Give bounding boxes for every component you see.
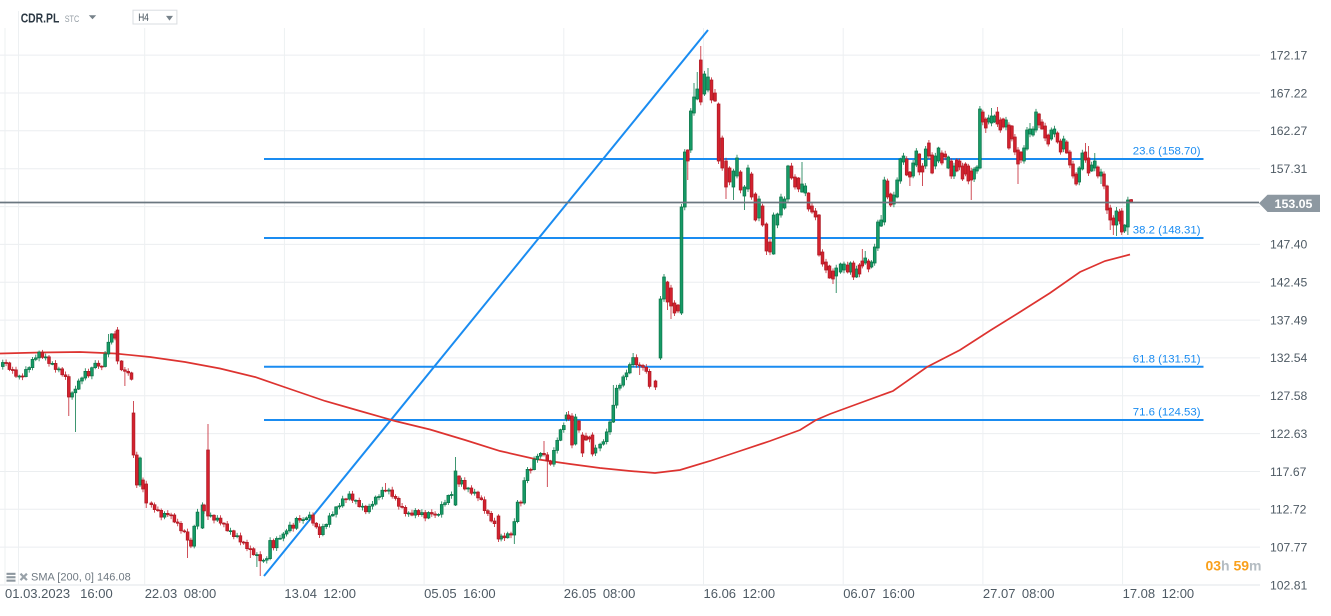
svg-text:05.05 16:00: 05.05 16:00 xyxy=(424,586,496,601)
svg-text:CDR.PL: CDR.PL xyxy=(21,11,60,26)
svg-text:122.63: 122.63 xyxy=(1270,427,1307,441)
svg-text:172.17: 172.17 xyxy=(1270,48,1307,62)
svg-text:137.49: 137.49 xyxy=(1270,313,1307,327)
svg-text:27.07 08:00: 27.07 08:00 xyxy=(983,586,1055,601)
svg-text:162.27: 162.27 xyxy=(1270,124,1307,138)
svg-text:16.06 12:00: 16.06 12:00 xyxy=(704,586,776,601)
svg-text:142.45: 142.45 xyxy=(1270,276,1307,290)
svg-text:H4: H4 xyxy=(138,12,149,24)
svg-text:132.54: 132.54 xyxy=(1270,351,1307,365)
svg-text:127.58: 127.58 xyxy=(1270,389,1307,403)
svg-text:157.31: 157.31 xyxy=(1270,162,1307,176)
svg-text:147.40: 147.40 xyxy=(1270,238,1307,252)
svg-text:SMA [200, 0] 146.08: SMA [200, 0] 146.08 xyxy=(31,572,131,584)
svg-text:112.72: 112.72 xyxy=(1270,503,1307,517)
svg-text:17.08 12:00: 17.08 12:00 xyxy=(1123,586,1195,601)
svg-text:117.67: 117.67 xyxy=(1270,465,1307,479)
svg-text:38.2 (148.31): 38.2 (148.31) xyxy=(1133,225,1201,237)
svg-text:107.77: 107.77 xyxy=(1270,540,1307,554)
svg-text:22.03 08:00: 22.03 08:00 xyxy=(145,586,217,601)
svg-text:26.05 08:00: 26.05 08:00 xyxy=(564,586,636,601)
svg-text:13.04 12:00: 13.04 12:00 xyxy=(284,586,356,601)
svg-text:STC: STC xyxy=(65,14,80,24)
svg-text:23.6 (158.70): 23.6 (158.70) xyxy=(1133,146,1201,158)
svg-text:102.81: 102.81 xyxy=(1270,578,1307,592)
svg-text:61.8 (131.51): 61.8 (131.51) xyxy=(1133,353,1201,365)
svg-text:71.6 (124.53): 71.6 (124.53) xyxy=(1133,407,1201,419)
svg-text:153.05: 153.05 xyxy=(1275,197,1313,211)
svg-text:03h 59m: 03h 59m xyxy=(1205,558,1261,574)
svg-text:01.03.2023 16:00: 01.03.2023 16:00 xyxy=(5,586,113,601)
svg-text:167.22: 167.22 xyxy=(1270,86,1307,100)
svg-text:06.07 16:00: 06.07 16:00 xyxy=(843,586,915,601)
